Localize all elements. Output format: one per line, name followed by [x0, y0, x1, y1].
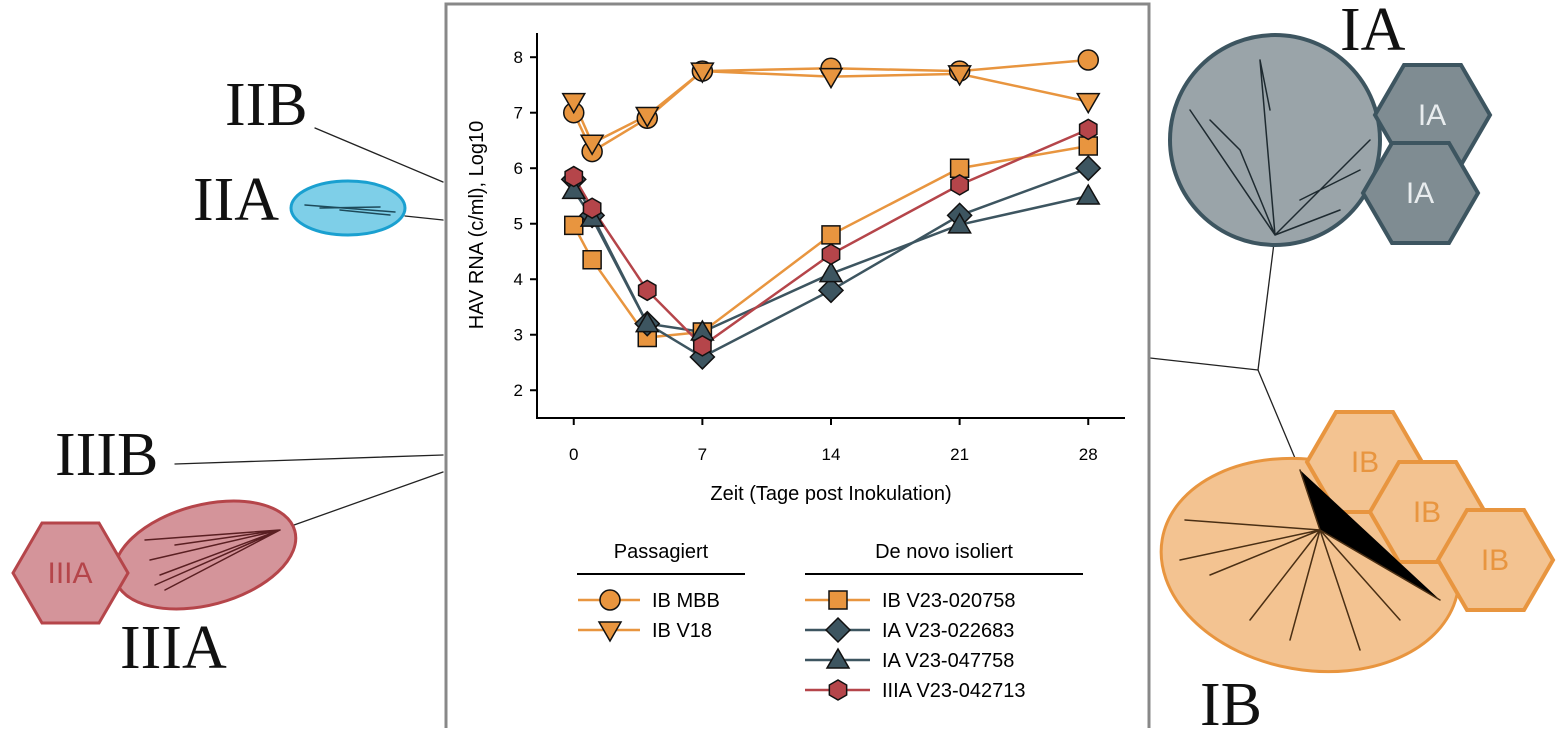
- y-tick-label: 8: [514, 48, 523, 67]
- legend-label: IB V18: [652, 620, 712, 642]
- legend-marker: [824, 616, 852, 644]
- chart-frame: [444, 2, 1151, 732]
- marker: [582, 250, 602, 270]
- marker: [818, 67, 844, 90]
- y-tick-label: 2: [514, 381, 523, 400]
- marker: [692, 334, 712, 357]
- clade-label: IIIA: [120, 614, 227, 682]
- legend-marker: [828, 590, 848, 610]
- marker: [817, 277, 845, 304]
- legend-group-title: Passagiert: [614, 541, 709, 563]
- x-tick-label: 28: [1079, 445, 1098, 464]
- marker: [579, 134, 605, 156]
- clade-label: IIB: [225, 71, 308, 139]
- marker: [634, 311, 660, 333]
- marker: [561, 177, 587, 200]
- y-tick-label: 6: [514, 159, 523, 178]
- marker: [1077, 49, 1099, 71]
- hexagon-label: IA: [1418, 99, 1446, 132]
- hexagon-label: IB: [1351, 446, 1379, 479]
- marker: [564, 165, 584, 188]
- x-tick-label: 14: [822, 445, 841, 464]
- y-axis-label: HAV RNA (c/ml), Log10: [466, 121, 488, 330]
- y-tick-label: 5: [514, 215, 523, 234]
- y-tick-label: 3: [514, 326, 523, 345]
- marker: [947, 212, 972, 234]
- marker: [821, 243, 841, 266]
- marker: [947, 65, 972, 87]
- y-tick-label: 4: [514, 270, 523, 289]
- legend-marker: [597, 621, 623, 643]
- x-axis-label: Zeit (Tage post Inokulation): [710, 483, 951, 505]
- legend-marker: [599, 589, 621, 611]
- clade-label: IA: [1340, 0, 1406, 64]
- marker: [561, 92, 587, 115]
- x-tick-label: 7: [698, 445, 707, 464]
- y-tick-label: 7: [514, 104, 523, 123]
- hexagon-label: IA: [1406, 177, 1434, 210]
- marker: [1075, 183, 1101, 205]
- marker: [637, 279, 657, 302]
- clade-label: IIA: [193, 166, 279, 234]
- marker: [821, 225, 841, 245]
- marker: [690, 62, 715, 84]
- hexagon-label: IIIA: [47, 557, 92, 590]
- marker: [1075, 92, 1101, 115]
- marker: [949, 158, 970, 178]
- legend-group-title: De novo isoliert: [875, 541, 1013, 563]
- clade-label: IB: [1200, 671, 1262, 728]
- marker: [1078, 118, 1098, 141]
- legend-marker: [828, 679, 848, 701]
- marker: [950, 174, 970, 196]
- marker: [1075, 155, 1102, 182]
- legend-marker: [825, 647, 851, 669]
- legend-label: IA V23-047758: [882, 650, 1014, 672]
- marker: [818, 261, 844, 283]
- marker: [634, 106, 660, 128]
- marker: [582, 197, 602, 220]
- marker: [564, 215, 584, 236]
- tree-decoration: [11, 33, 1556, 674]
- x-tick-label: 21: [950, 445, 969, 464]
- x-tick-label: 0: [569, 445, 578, 464]
- hexagon-label: IB: [1413, 496, 1441, 529]
- legend-label: IB V23-020758: [882, 590, 1015, 612]
- hexagon-label: IB: [1481, 544, 1509, 577]
- legend-label: IA V23-022683: [882, 620, 1014, 642]
- legend-label: IB MBB: [652, 590, 720, 612]
- clade-label: IIIB: [55, 421, 158, 489]
- legend-label: IIIA V23-042713: [882, 680, 1025, 702]
